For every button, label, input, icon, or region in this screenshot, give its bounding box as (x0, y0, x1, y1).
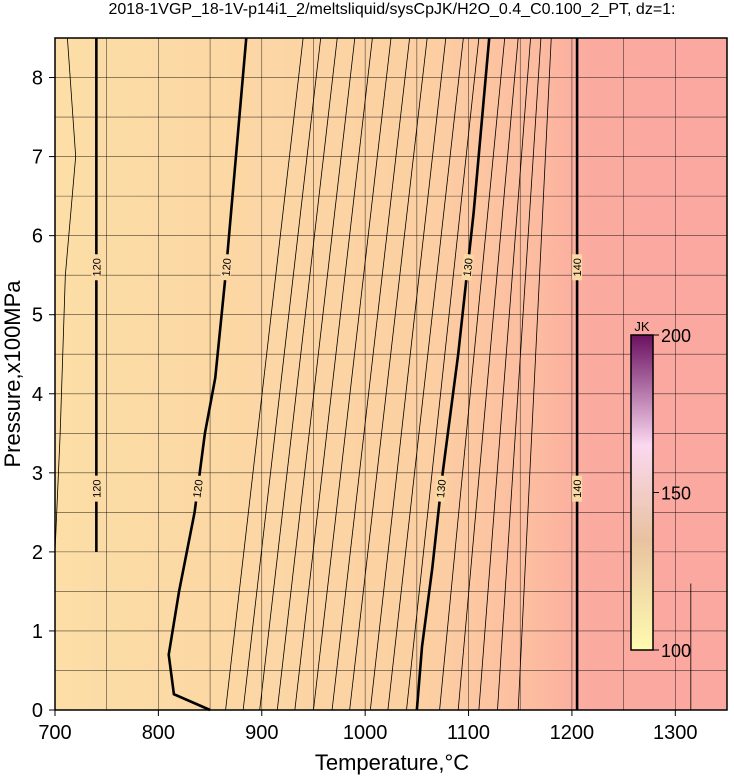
y-tick-label: 2 (32, 542, 43, 564)
contour-label-bg (220, 253, 233, 281)
contour-label-bg (91, 475, 102, 502)
minor-contour (387, 37, 464, 711)
contour-label-bg (191, 475, 205, 503)
x-tick-label: 1100 (447, 722, 490, 744)
colorbar (630, 334, 654, 651)
minor-contour (497, 37, 542, 711)
chart-title: 2018-1VGP_18-1V-p14i1_2/meltsliquid/sysC… (108, 1, 675, 18)
minor-contour (457, 37, 519, 711)
plot-area: 120 120 120 120 130 130 140 140 (54, 37, 727, 712)
contour-line (415, 37, 491, 711)
contour-label: 140 (572, 479, 584, 497)
colorbar-tick-label: 150 (661, 484, 691, 504)
x-tick-label: 1300 (653, 722, 698, 744)
contour-label: 130 (435, 479, 449, 499)
colorbar-label: JK (634, 319, 650, 334)
x-tick-label: 900 (245, 722, 278, 744)
y-tick-label: 5 (32, 305, 43, 327)
x-tick-label: 800 (142, 722, 175, 744)
x-tick-label: 700 (38, 722, 71, 744)
minor-contour (242, 37, 322, 711)
background (55, 38, 727, 710)
contour-label: 120 (192, 479, 206, 499)
minor-contour (276, 37, 356, 711)
minor-contour (369, 37, 447, 711)
colorbar-tick-label: 200 (661, 326, 691, 346)
contour-label-bg (461, 253, 475, 281)
contour-line (167, 37, 248, 712)
x-tick-label: 1000 (343, 722, 388, 744)
minor-contour (313, 37, 392, 711)
y-tick-label: 4 (32, 384, 43, 406)
minor-contour (259, 37, 338, 711)
y-tick-label: 7 (32, 147, 43, 169)
contour-label: 130 (462, 258, 476, 278)
y-tick-label: 0 (32, 700, 43, 722)
contour-label-bg (434, 475, 448, 503)
minor-contour (294, 37, 373, 711)
y-tick-label: 1 (32, 621, 43, 643)
minor-contour (517, 37, 552, 711)
y-tick-label: 3 (32, 463, 43, 485)
minor-contour (439, 37, 506, 711)
frame (54, 37, 728, 711)
x-axis-label: Temperature,°C (315, 750, 469, 775)
minor-contour (478, 37, 531, 711)
contour-label-bg (572, 254, 583, 281)
contour-label: 140 (572, 258, 584, 276)
contour-label-bg (572, 475, 583, 502)
y-tick-label: 8 (32, 68, 43, 90)
minor-contour (349, 37, 428, 711)
minor-contour (406, 37, 480, 711)
contour-label: 120 (220, 258, 234, 277)
minor-contour (225, 37, 304, 711)
minor-contour (331, 37, 411, 711)
x-tick-label: 1200 (550, 722, 595, 744)
contour-label-bg (91, 254, 102, 281)
y-axis-label: Pressure,x100MPa (0, 280, 25, 468)
y-tick-label: 6 (32, 226, 43, 248)
minor-contour (54, 37, 77, 552)
contour-label: 120 (91, 479, 103, 497)
colorbar-tick-label: 100 (661, 641, 691, 661)
contour-label: 120 (91, 258, 103, 276)
